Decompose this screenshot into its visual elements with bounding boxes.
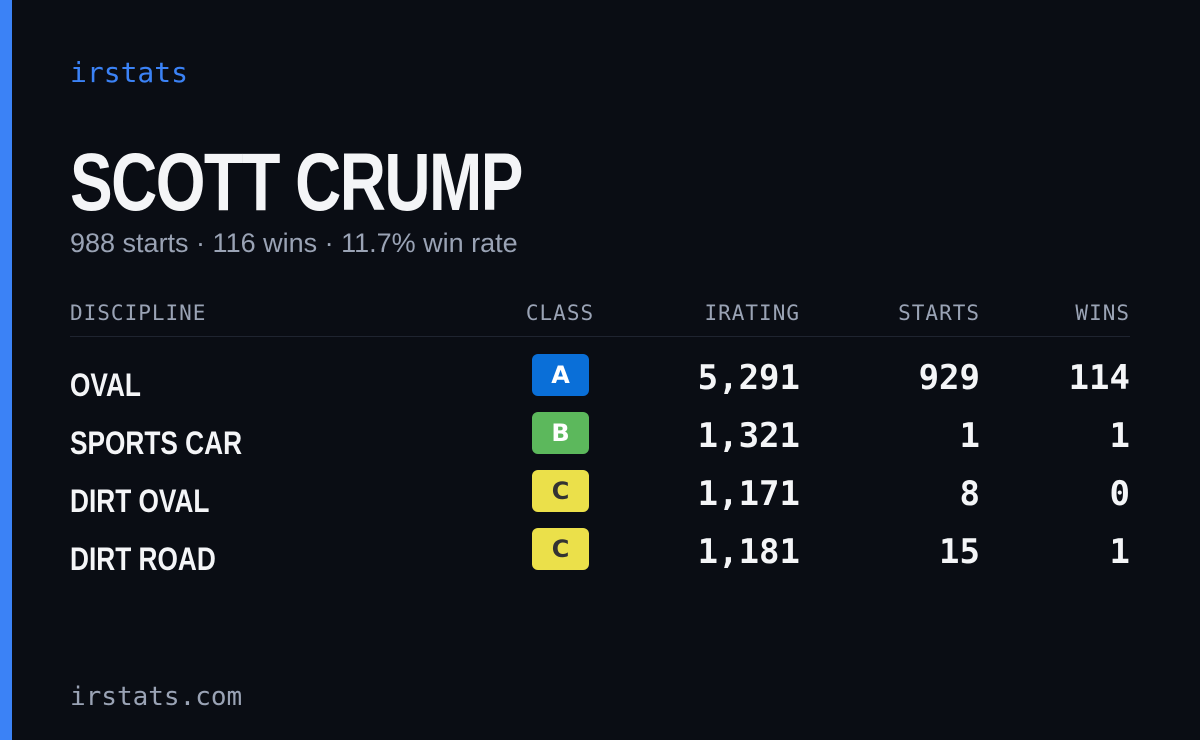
irating: 5,291: [697, 358, 800, 398]
accent-bar: [0, 0, 12, 740]
class-badge: B: [532, 412, 589, 454]
wins: 114: [1068, 358, 1130, 398]
discipline: DIRT ROAD: [70, 541, 216, 577]
player-name: SCOTT CRUMP: [70, 137, 523, 228]
column-header: STARTS: [898, 301, 980, 325]
player-summary: 988 starts · 116 wins · 11.7% win rate: [70, 228, 518, 258]
irating: 1,181: [697, 532, 800, 572]
starts: 15: [939, 532, 980, 572]
class-badge: C: [532, 528, 589, 570]
column-header: CLASS: [525, 301, 595, 325]
header-rule: [70, 336, 1130, 337]
irating: 1,321: [697, 416, 800, 456]
starts: 8: [959, 474, 980, 514]
wins: 0: [1109, 474, 1130, 514]
column-header: WINS: [1075, 301, 1130, 325]
irating: 1,171: [697, 474, 800, 514]
wins: 1: [1109, 416, 1130, 456]
class-badge: A: [532, 354, 589, 396]
brand: irstats: [70, 56, 189, 89]
discipline: SPORTS CAR: [70, 425, 243, 461]
discipline: DIRT OVAL: [70, 483, 210, 519]
class-badge: C: [532, 470, 589, 512]
starts: 1: [959, 416, 980, 456]
starts: 929: [918, 358, 980, 398]
column-header: DISCIPLINE: [70, 301, 207, 325]
wins: 1: [1109, 532, 1130, 572]
column-header: IRATING: [704, 301, 800, 325]
discipline: OVAL: [70, 367, 141, 403]
footer: irstats.com: [70, 682, 243, 712]
